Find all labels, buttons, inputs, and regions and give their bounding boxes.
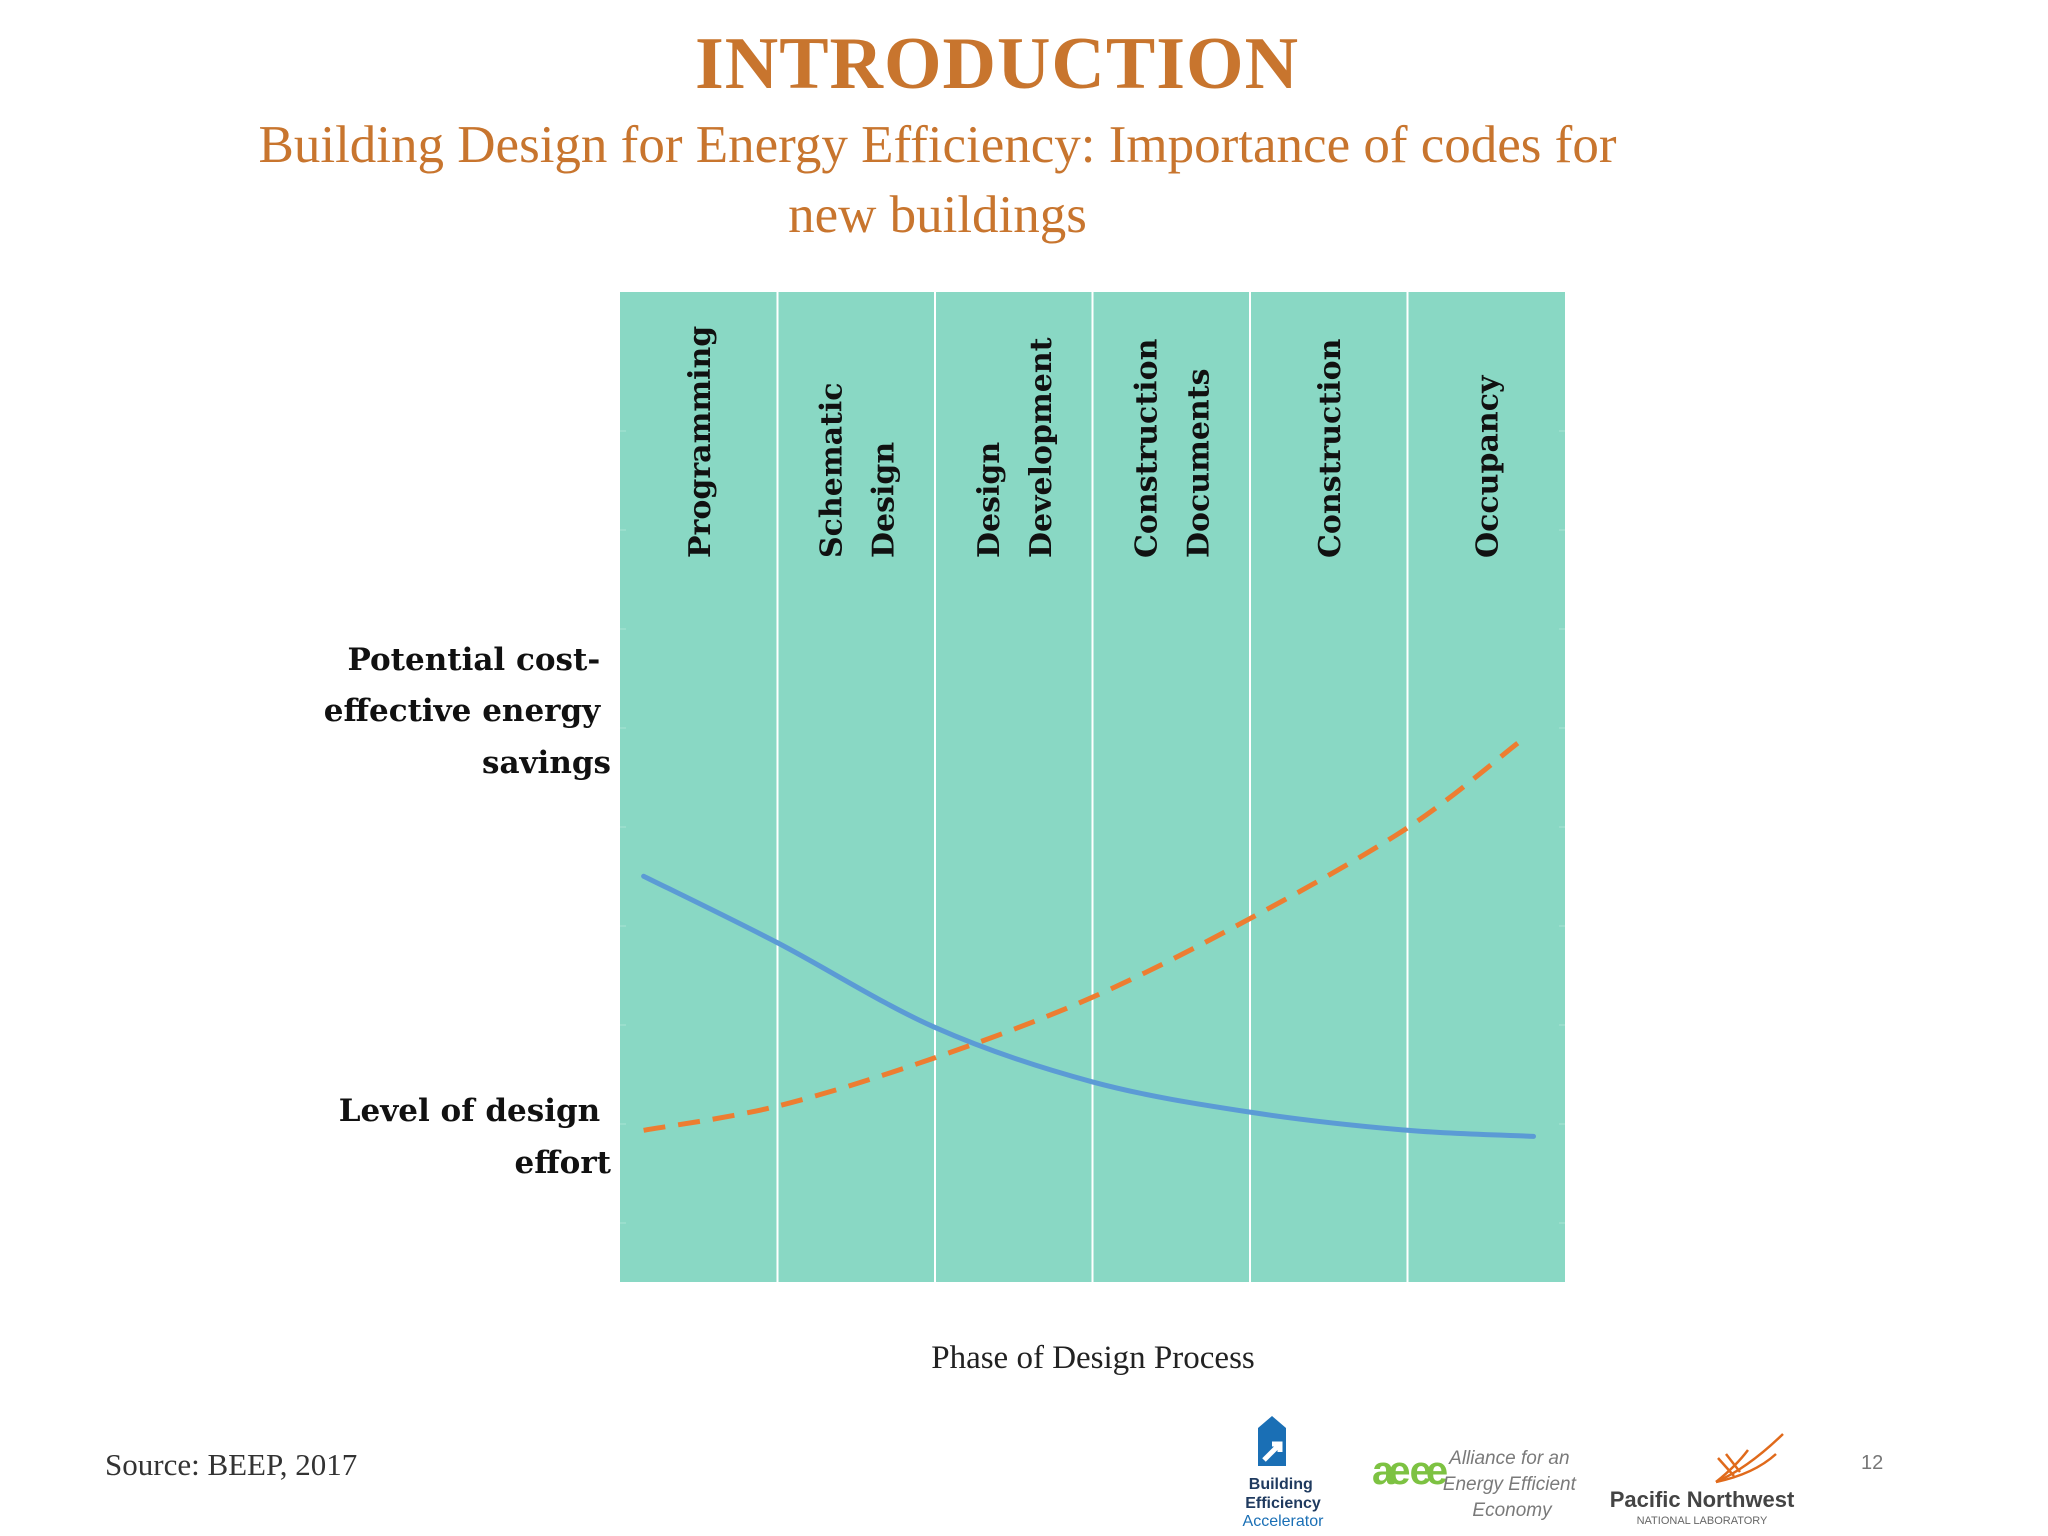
pnnl-line-2: NATIONAL LABORATORY: [1637, 1515, 1768, 1527]
phase-label-occupancy: Occupancy: [1470, 374, 1505, 558]
ase-mark: ae ee: [1372, 1449, 1447, 1493]
y-annotation-upper-line-1: Potential cost-: [348, 642, 601, 678]
page-number: 12: [1861, 1452, 1884, 1474]
phase-label-construction-documents-line-2: Documents: [1181, 369, 1216, 559]
phase-label-schematic-design-line-1: Schematic: [814, 382, 849, 558]
pacific-northwest-national-laboratory-logo: Pacific Northwest NATIONAL LABORATORY: [1610, 1433, 1795, 1527]
bea-line-3: Accelerator: [1243, 1513, 1325, 1530]
building-icon: [1258, 1416, 1286, 1466]
pnnl-line-1: Pacific Northwest: [1610, 1487, 1795, 1512]
svg-text:Alliance for an Energy Eff: Alliance for an Energy Efficient Economy: [1443, 1448, 1581, 1521]
svg-text:Building Efficiency: Building Efficiency: [1245, 1476, 1321, 1512]
alliance-energy-efficient-economy-logo: ae ee Alliance for an Energy Efficient E…: [1372, 1448, 1581, 1521]
y-annotation-lower-line-2: effort: [515, 1145, 612, 1181]
effort-line: [643, 741, 1520, 1133]
ase-line-1: Alliance for an: [1448, 1448, 1569, 1469]
phase-label-construction-documents-line-1: Construction: [1129, 338, 1164, 558]
y-annotation-upper-line-3: savings: [482, 745, 611, 781]
source-note: Source: BEEP, 2017: [105, 1447, 358, 1482]
phase-label-programming: Programming: [683, 326, 718, 558]
building-efficiency-accelerator-logo: Building Efficiency Accelerator: [1243, 1416, 1325, 1530]
y-annotation-upper: Potential cost- effective energy savings: [324, 642, 611, 781]
phase-label-schematic-design-line-2: Design: [866, 442, 901, 558]
bea-line-2: Efficiency: [1245, 1495, 1321, 1512]
y-annotation-upper-line-2: effective energy: [324, 693, 601, 729]
pnnl-swoosh-icon: [1715, 1433, 1784, 1484]
slide-title: INTRODUCTION: [694, 23, 1300, 105]
phase-label-design-development-line-1: Design: [972, 442, 1007, 558]
ase-line-3: Economy: [1472, 1500, 1553, 1521]
savings-line: [641, 873, 1536, 1139]
y-annotation-lower-line-1: Level of design: [339, 1093, 600, 1129]
bea-line-1: Building: [1249, 1476, 1313, 1493]
phase-label-construction: Construction: [1313, 338, 1348, 558]
phase-dividers: [620, 292, 1565, 1282]
phase-label-design-development-line-2: Development: [1024, 337, 1059, 558]
series-lines: [641, 741, 1536, 1139]
slide-subtitle: Building Design for Energy Efficiency: I…: [258, 116, 1617, 244]
ase-line-2: Energy Efficient: [1443, 1474, 1577, 1495]
y-annotation-lower: Level of design effort: [339, 1093, 612, 1181]
phase-labels: Programming Schematic Design Design Developm…: [683, 326, 1506, 558]
x-axis-label: Phase of Design Process: [931, 1340, 1255, 1376]
svg-text:ae ee: ae ee: [1372, 1449, 1447, 1493]
